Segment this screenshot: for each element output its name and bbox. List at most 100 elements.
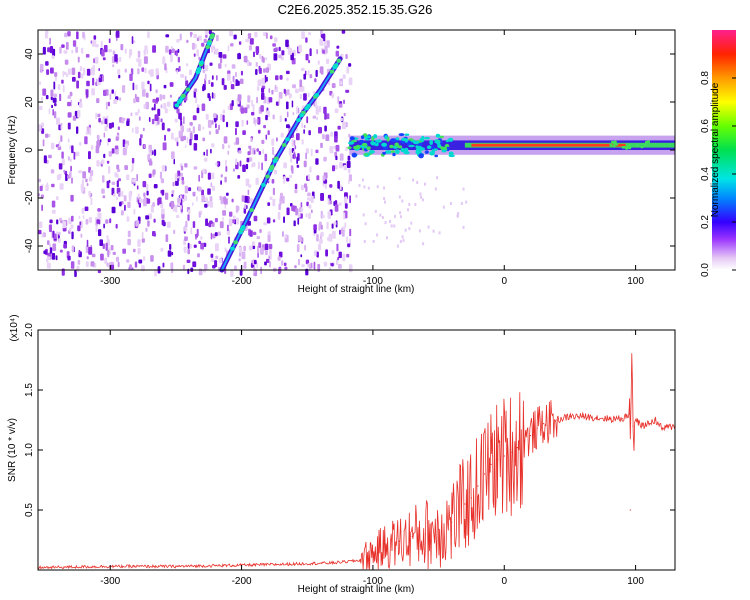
noise-cell [309,74,313,79]
noise-cell [317,263,321,272]
noise-cell [235,121,239,128]
trace-blob [233,240,239,245]
noise-cell [176,141,179,147]
noise-cell [106,235,109,239]
noise-cell [174,118,178,123]
noise-cell [171,190,175,195]
noise-cell [86,239,89,247]
noise-cell [102,243,105,249]
noise-cell [116,164,120,170]
colorbar-gradient [712,30,736,270]
noise-cell [316,116,318,121]
noise-cell [44,30,48,39]
noise-cell [264,250,268,256]
noise-cell [304,183,307,189]
noise-cell [184,75,187,82]
noise-cell [307,174,310,180]
noise-cell [239,246,243,253]
noise-cell [207,172,211,180]
noise-cell [212,233,216,239]
noise-cell [336,45,340,49]
noise-cell [204,203,208,208]
noise-cell [286,207,290,216]
noise-cell [182,264,186,270]
colorbar-tick-label: 0.0 [700,263,711,277]
noise-cell [161,122,165,131]
noise-cell [245,38,249,43]
snr-point [332,562,335,564]
noise-cell [408,227,411,231]
noise-cell [106,180,110,189]
noise-cell [51,183,55,188]
noise-cell [232,219,236,224]
carrier-blob [408,138,414,141]
noise-cell [184,185,188,194]
noise-cell [271,89,274,95]
snr-point [470,497,472,499]
noise-cell [249,62,252,66]
spectrogram-y-label: Frequency (Hz) [7,116,18,185]
noise-cell [39,221,43,229]
noise-cell [76,80,79,89]
noise-cell [301,67,305,72]
noise-cell [190,32,192,38]
noise-cell [261,55,264,62]
noise-cell [244,195,248,203]
noise-cell [79,221,82,226]
carrier-blob [390,138,397,143]
noise-cell [309,263,311,271]
noise-cell [147,220,150,227]
noise-cell [133,98,136,104]
noise-cell [94,44,99,48]
noise-cell [349,228,352,237]
noise-cell [247,189,250,195]
noise-cell [424,182,426,186]
noise-cell [340,228,343,235]
noise-cell [402,238,405,242]
trace-blob [299,113,304,118]
x-tick-label: -300 [100,276,120,287]
noise-cell [69,158,72,162]
noise-cell [153,149,157,156]
noise-cell [161,208,165,215]
noise-cell [178,130,181,139]
noise-cell [224,176,227,183]
noise-cell [73,151,76,160]
noise-cell [341,30,346,34]
trace-blob [210,33,215,38]
noise-cell [130,112,133,117]
noise-cell [319,38,324,46]
noise-cell [326,40,330,48]
noise-cell [309,48,312,57]
noise-cell [95,112,97,120]
noise-cell [64,59,69,65]
noise-cell [278,251,283,258]
noise-cell [436,176,439,180]
noise-cell [331,83,336,88]
noise-cell [211,48,213,53]
carrier-blob [441,149,447,153]
noise-cell [50,89,54,97]
noise-cell [190,227,193,235]
noise-cell [108,179,111,183]
noise-cell [316,251,319,258]
noise-cell [256,236,260,240]
noise-cell [252,241,255,247]
noise-cell [202,126,205,130]
noise-cell [230,43,234,47]
noise-cell [299,94,302,100]
noise-cell [38,124,42,132]
noise-cell [149,160,153,166]
noise-cell [286,101,289,110]
noise-cell [93,35,97,40]
noise-cell [195,96,198,104]
noise-cell [184,144,187,148]
snr-point [490,463,492,465]
noise-cell [137,50,141,58]
noise-cell [46,262,51,269]
noise-cell [192,191,196,197]
noise-cell [122,248,126,254]
noise-cell [186,136,189,144]
noise-cell [180,165,184,171]
noise-cell [313,261,316,270]
